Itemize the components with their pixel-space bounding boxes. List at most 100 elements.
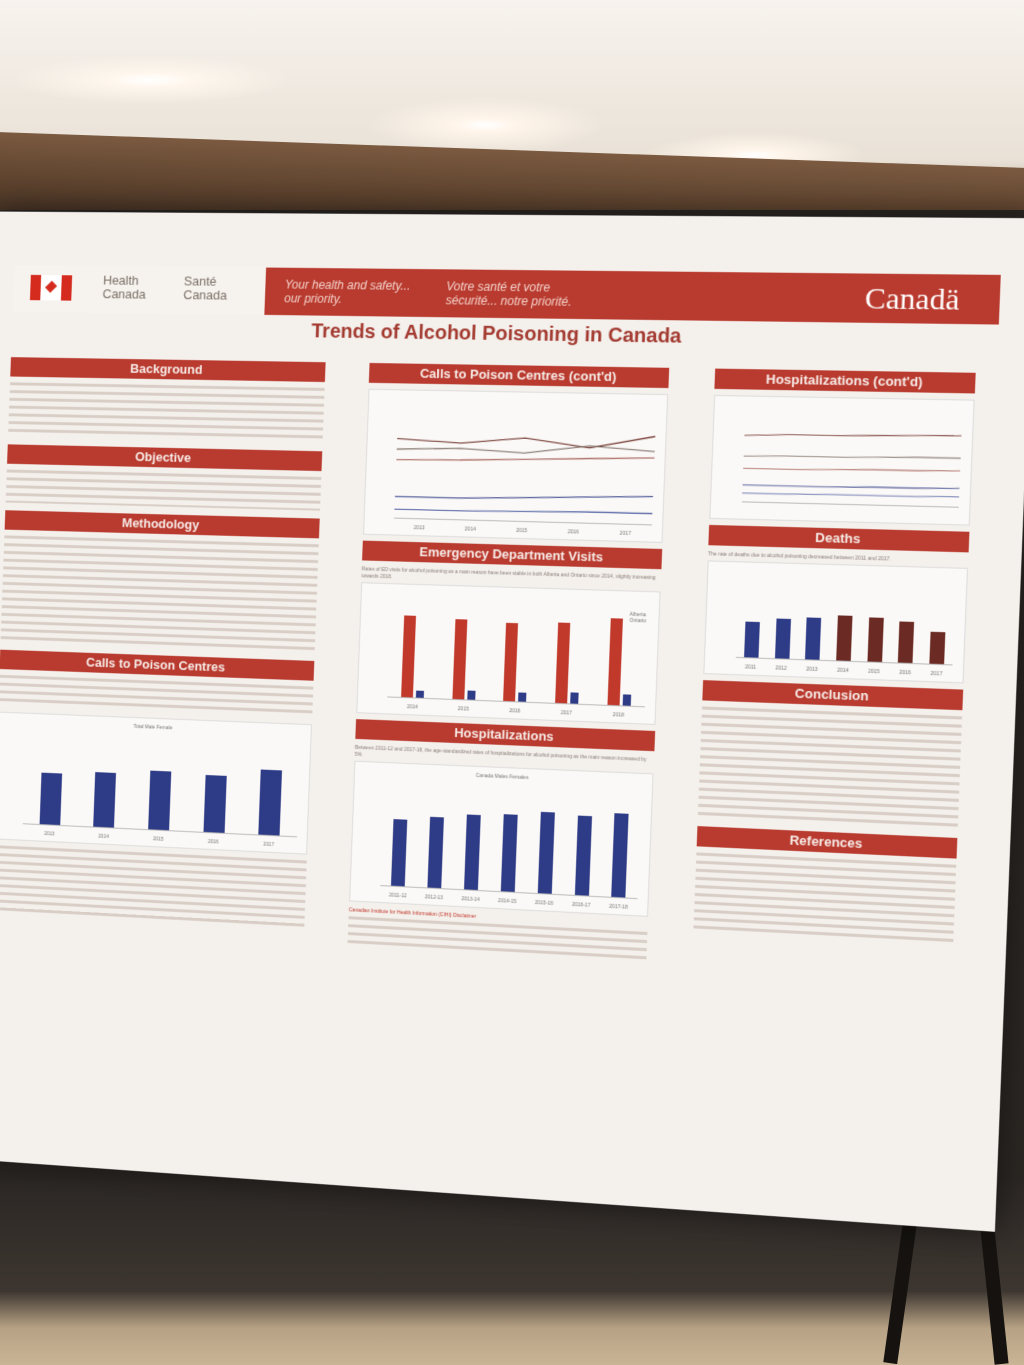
body-text (698, 706, 962, 829)
x-tick: 2017 (620, 531, 632, 537)
figure-hosp-age (709, 395, 974, 526)
bar (464, 815, 481, 890)
bar (929, 631, 945, 664)
x-tick: 2017 (561, 710, 572, 716)
header-band: Health Canada Santé Canada Your health a… (13, 265, 1001, 325)
bar-group (736, 585, 956, 666)
bar (401, 616, 416, 698)
figure-deaths: 2011 2012 2013 2014 2015 2016 2017 (703, 560, 968, 683)
x-tick: 2014 (407, 704, 418, 710)
x-tick: 2013-14 (461, 896, 479, 903)
x-tick: 2015 (153, 836, 164, 842)
x-tick: 2013 (806, 666, 818, 673)
bar (203, 775, 226, 833)
dept-name-fr: Santé Canada (183, 275, 251, 303)
section-header: Methodology (5, 510, 320, 538)
x-tick: 2017 (263, 842, 274, 848)
section-header: Deaths (708, 525, 969, 553)
chart-legend: Total Male Female (0, 718, 311, 737)
research-poster: Health Canada Santé Canada Your health a… (0, 212, 1024, 1232)
x-tick: 2016 (208, 839, 219, 845)
x-tick: 2015 (868, 669, 880, 676)
bar (94, 772, 117, 828)
x-tick: 2014 (98, 834, 109, 840)
x-tick: 2013 (414, 525, 425, 531)
x-tick: 2015-16 (535, 900, 554, 907)
bar (519, 692, 527, 701)
section-header: Objective (7, 444, 322, 471)
bar (622, 694, 631, 705)
bar (538, 812, 555, 894)
section-header: Calls to Poison Centres (cont'd) (369, 363, 669, 388)
bar (775, 618, 791, 658)
bar (612, 813, 629, 897)
bar (39, 773, 62, 825)
x-tick: 2012-13 (425, 894, 443, 901)
bar (898, 622, 914, 663)
section-header: Conclusion (702, 680, 963, 710)
body-text (6, 470, 322, 511)
bar (805, 617, 821, 660)
figure-calls: Total Male Female 2013 2014 2015 2016 20… (0, 712, 312, 855)
section-header: Background (10, 357, 325, 382)
body-text (8, 382, 325, 443)
bar (555, 622, 570, 703)
x-tick: 2014 (465, 526, 476, 532)
dept-name-en: Health Canada (102, 274, 169, 302)
line-series (394, 412, 656, 524)
bar (452, 619, 467, 699)
body-text (0, 845, 307, 930)
gov-id-block: Health Canada Santé Canada (13, 265, 266, 315)
bar-group (380, 785, 641, 899)
bar (570, 692, 578, 703)
x-tick: 2016-17 (572, 902, 591, 909)
chart-legend: Alberta Ontario (629, 612, 646, 625)
x-tick: 2011-12 (389, 892, 407, 899)
section-header: Hospitalizations (cont'd) (714, 369, 975, 394)
bar (467, 690, 475, 699)
body-text (0, 535, 318, 653)
x-tick: 2013 (44, 831, 55, 837)
x-tick: 2012 (775, 665, 787, 672)
bar (391, 819, 407, 886)
x-tick: 2016 (899, 670, 911, 677)
chart-legend: Canada Males Females (355, 768, 652, 787)
body-text (693, 852, 956, 947)
bar (836, 615, 852, 661)
figure-hosp: Canada Males Females 2011-12 2012-13 201… (349, 761, 653, 917)
bar-group (23, 735, 301, 837)
canada-flag-icon (30, 275, 72, 301)
bar (428, 817, 445, 888)
bar (867, 618, 883, 662)
x-tick: 2014-15 (498, 898, 517, 905)
figure-ed: Alberta Ontario 2014 2015 2016 2017 2018 (356, 582, 660, 725)
column-right: Hospitalizations (cont'd) Deaths The rat… (693, 369, 976, 956)
figure-calls-age: 2013 2014 2015 2016 2017 (363, 389, 668, 543)
x-tick: 2011 (745, 664, 756, 670)
slogan-fr: Votre santé et votre sécurité... notre p… (446, 279, 597, 309)
bar (504, 623, 519, 702)
bar (148, 771, 171, 831)
column-middle: Calls to Poison Centres (cont'd) 2013 20… (347, 363, 669, 970)
x-tick: 2015 (516, 528, 527, 534)
line-chart (394, 412, 656, 525)
line-series (742, 419, 962, 507)
x-tick: 2018 (613, 712, 624, 718)
legend-item: Ontario (629, 618, 646, 625)
x-tick: 2016 (509, 708, 520, 714)
x-tick: 2017-18 (609, 904, 628, 911)
bar (744, 621, 760, 658)
bar (575, 816, 592, 896)
bar-group (387, 606, 648, 707)
x-tick: 2015 (458, 706, 469, 712)
bar (416, 690, 424, 698)
bar (501, 814, 518, 891)
body-text (0, 675, 313, 717)
x-tick: 2014 (837, 668, 849, 675)
x-tick: 2016 (568, 529, 579, 535)
section-header: Emergency Department Visits (362, 541, 662, 570)
bar (607, 619, 622, 706)
x-tick: 2017 (930, 671, 942, 678)
column-left: Background Objective Methodology Calls t… (0, 357, 326, 937)
